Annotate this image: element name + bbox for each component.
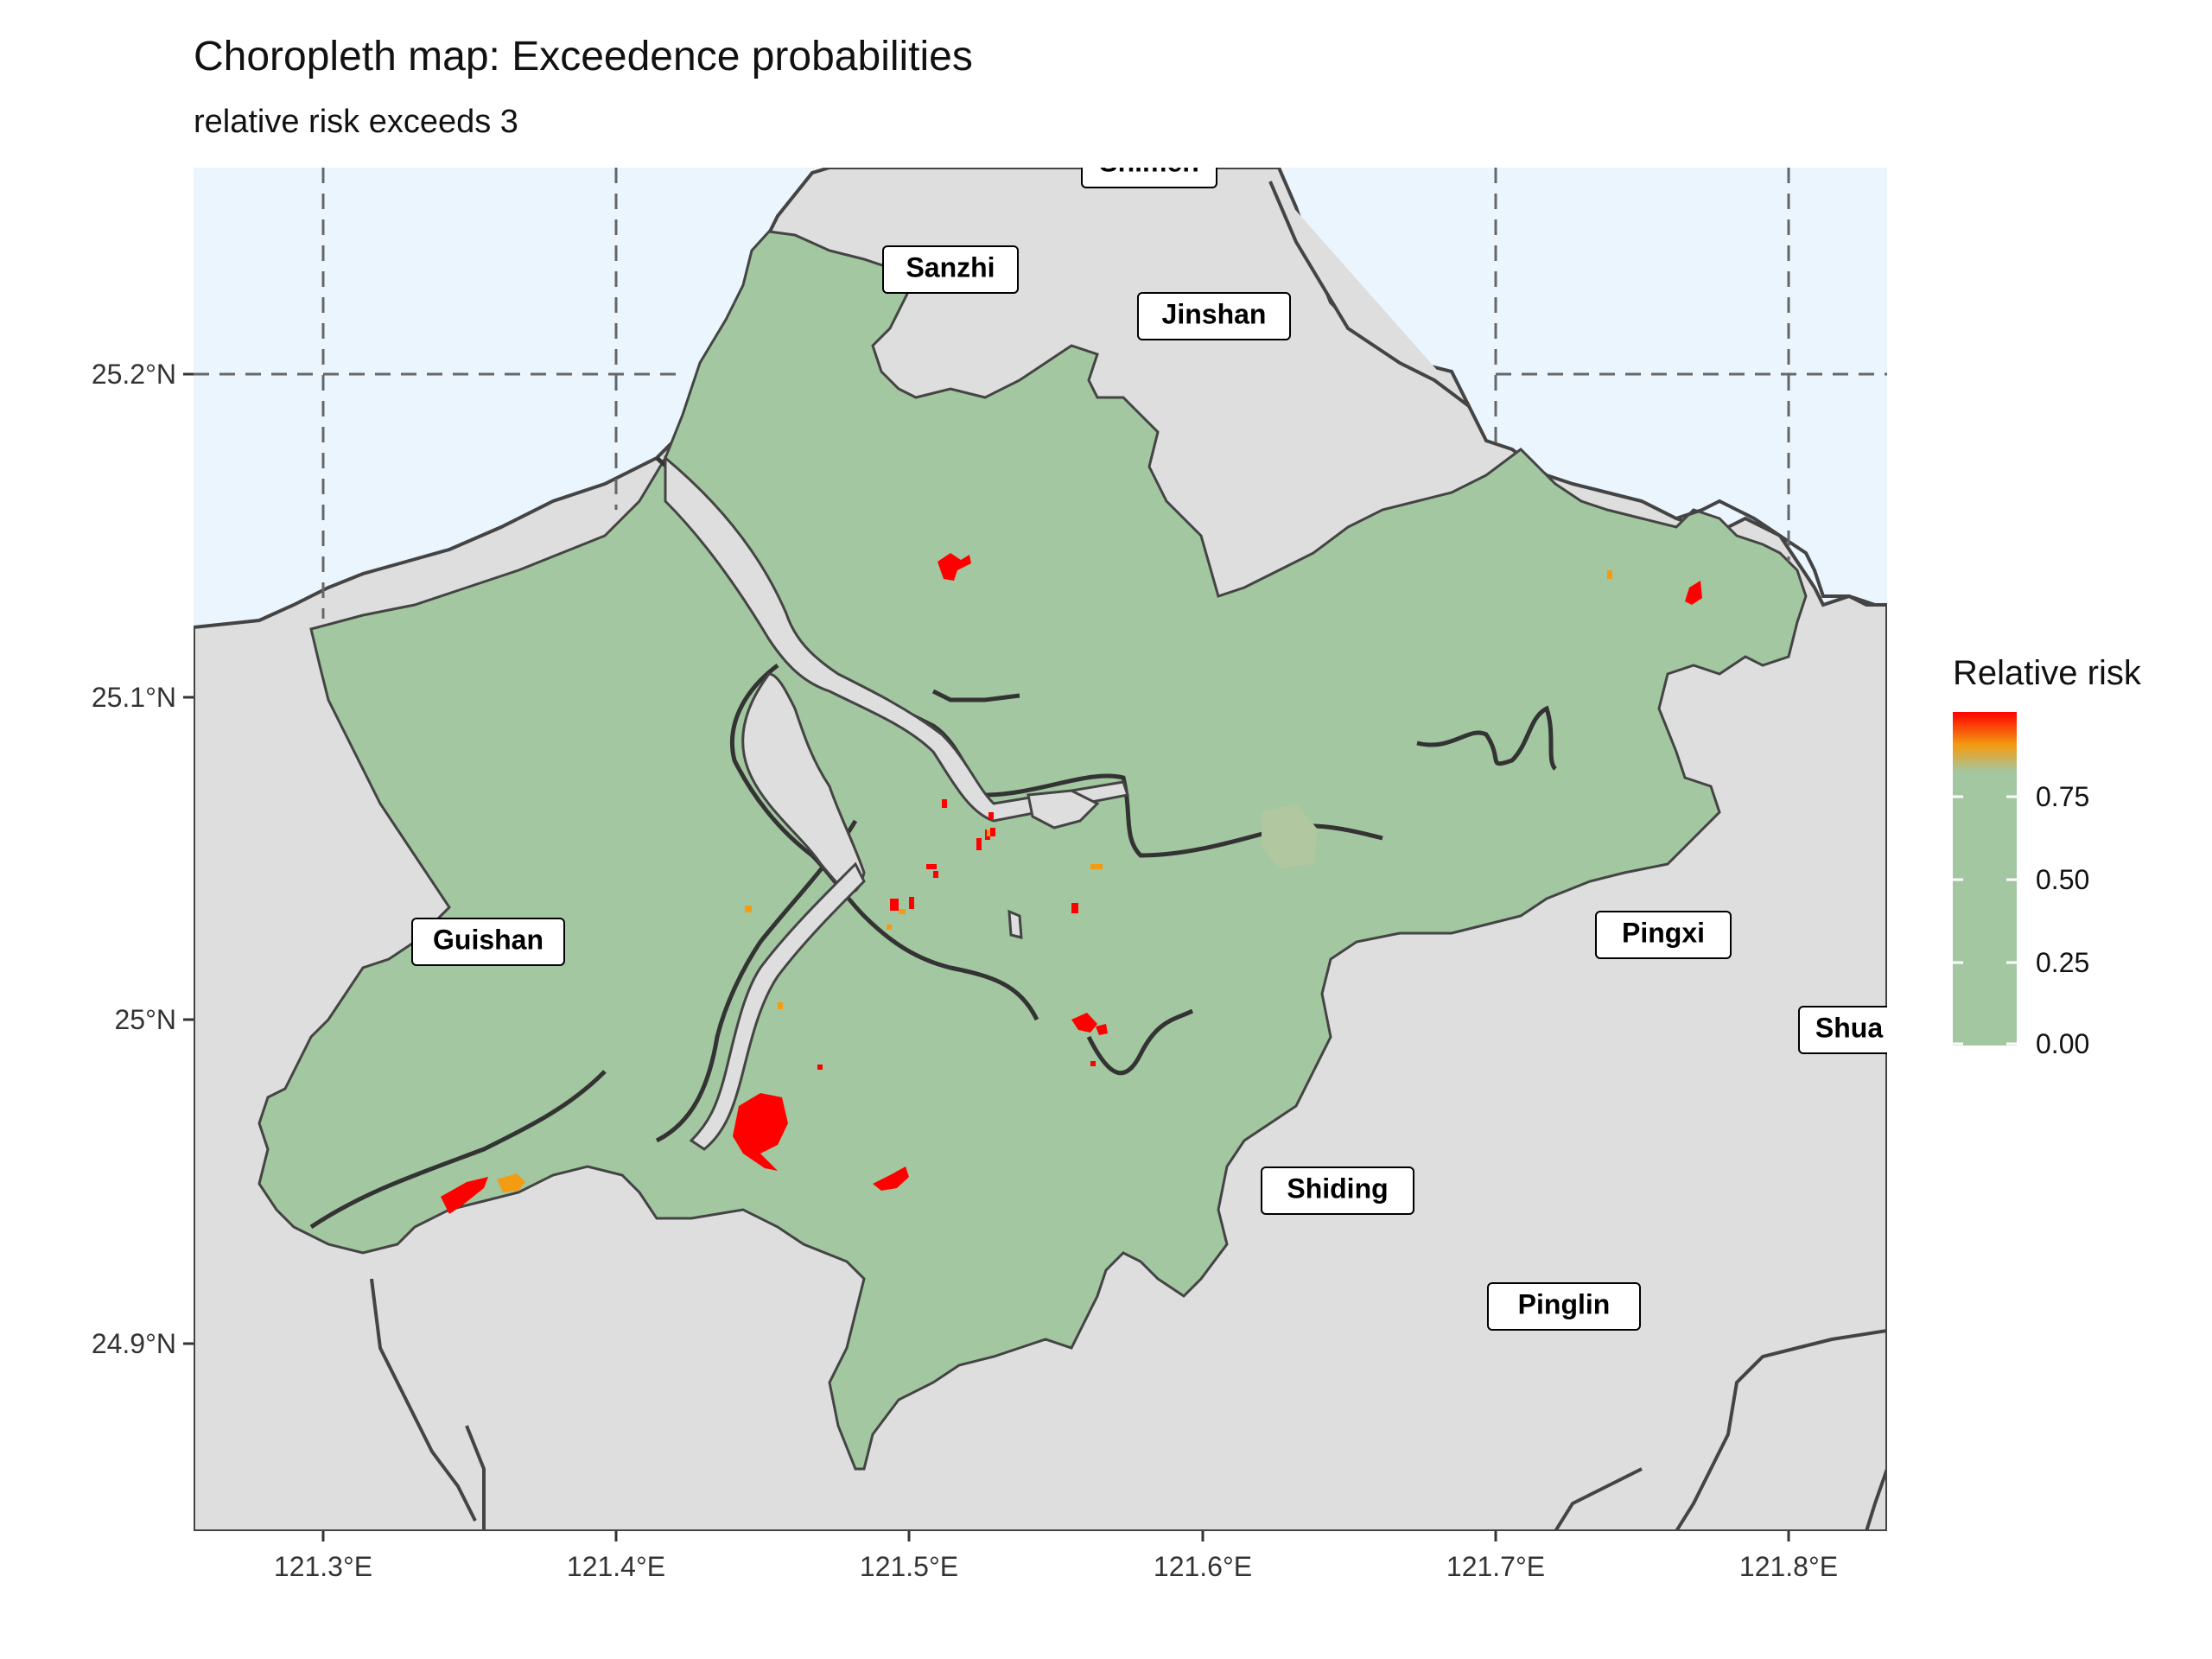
map-title: Choropleth map: Exceedence probabilities (194, 34, 973, 79)
x-tick-label: 121.3°E (274, 1551, 372, 1582)
svg-text:Shimen: Shimen (1099, 146, 1199, 177)
x-tick-label: 121.5°E (860, 1551, 958, 1582)
y-tick-label: 25°N (115, 1004, 177, 1035)
map-panel: Shimen Sanzhi Jinshan Guishan Pingxi Shu… (194, 146, 1887, 1531)
legend-tick-label: 0.75 (2036, 781, 2089, 812)
x-tick-label: 121.6°E (1154, 1551, 1252, 1582)
svg-text:Guishan: Guishan (433, 924, 543, 955)
place-label-guishan: Guishan (411, 918, 565, 966)
place-label-sanzhi: Sanzhi (882, 245, 1019, 294)
legend-tick-label: 0.00 (2036, 1028, 2089, 1059)
place-label-pinglin: Pinglin (1487, 1282, 1641, 1331)
place-label-shiding: Shiding (1261, 1166, 1414, 1215)
map-subtitle: relative risk exceeds 3 (194, 104, 518, 140)
light-district (1262, 804, 1318, 868)
place-labels: Shimen Sanzhi Jinshan Guishan Pingxi Shu… (411, 146, 1887, 1331)
x-tick-label: 121.4°E (567, 1551, 665, 1582)
tamsui-river (664, 454, 1129, 823)
place-label-shimen: Shimen (1081, 146, 1217, 188)
y-tick-label: 25.2°N (92, 359, 176, 390)
legend-title: Relative risk (1953, 654, 2142, 692)
northeast-coast (1675, 499, 1887, 607)
y-tick-label: 24.9°N (92, 1328, 176, 1359)
legend-tick-label: 0.25 (2036, 947, 2089, 978)
legend: Relative risk 0.75 0.50 0.25 0.00 (1953, 654, 2142, 1059)
pond (1007, 909, 1023, 939)
place-label-jinshan: Jinshan (1137, 292, 1291, 340)
legend-colorbar (1953, 712, 2017, 1046)
svg-text:Jinshan: Jinshan (1162, 298, 1267, 329)
svg-text:Shua: Shua (1815, 1012, 1883, 1043)
svg-text:Pingxi: Pingxi (1622, 917, 1705, 948)
svg-text:Shiding: Shiding (1287, 1173, 1388, 1204)
x-tick-label: 121.7°E (1446, 1551, 1545, 1582)
graticule (194, 168, 1887, 619)
x-axis: 121.3°E 121.4°E 121.5°E 121.6°E 121.7°E … (274, 1531, 1838, 1582)
medium-risk-areas (497, 570, 1612, 1192)
north-coast-spit (1268, 181, 1471, 408)
place-label-pingxi: Pingxi (1595, 911, 1732, 959)
y-tick-label: 25.1°N (92, 682, 176, 713)
y-axis: 25.2°N 25.1°N 25°N 24.9°N (92, 359, 194, 1359)
study-region (257, 230, 1808, 1471)
svg-text:Sanzhi: Sanzhi (906, 251, 995, 283)
legend-tick-label: 0.50 (2036, 864, 2089, 895)
svg-text:Pinglin: Pinglin (1518, 1288, 1611, 1319)
place-label-shua: Shua (1798, 1006, 1887, 1054)
lake (1027, 789, 1100, 830)
river-channel-south (689, 861, 866, 1151)
x-tick-label: 121.8°E (1739, 1551, 1838, 1582)
district-borders (370, 1278, 1887, 1531)
